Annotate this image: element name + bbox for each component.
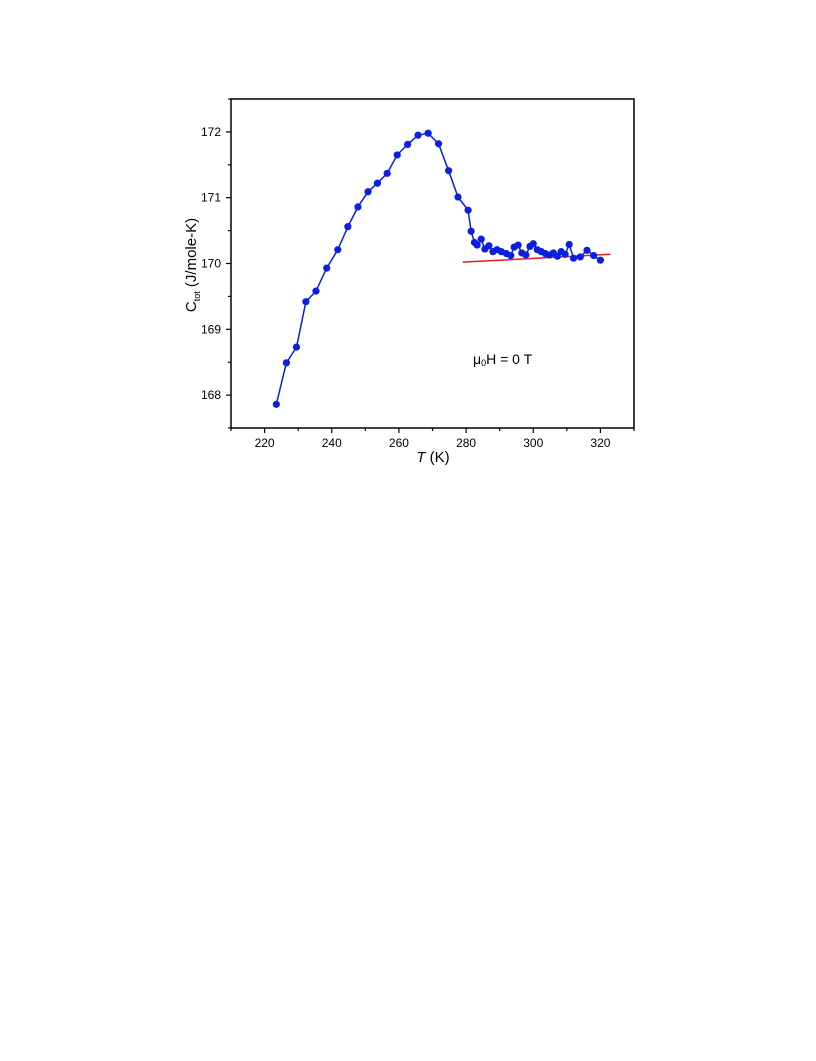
y-tick-label: 168 — [201, 388, 221, 402]
x-tick-label: 220 — [255, 436, 275, 450]
fit-line-group — [462, 253, 611, 263]
x-tick-label: 320 — [590, 436, 610, 450]
fit-line — [462, 253, 611, 263]
data-point — [364, 188, 372, 196]
x-axis-label-unit: (K) — [426, 449, 450, 466]
data-point — [565, 240, 573, 249]
x-tick-label: 300 — [523, 436, 543, 450]
y-axis-label: Ctot (J/mole-K) — [183, 218, 202, 312]
data-point — [485, 242, 493, 250]
data-point — [383, 169, 391, 177]
data-point — [507, 252, 515, 260]
x-axis-label-symbol: T — [416, 449, 427, 466]
data-point — [434, 140, 443, 148]
data-point — [393, 151, 401, 159]
data-point — [464, 206, 472, 214]
data-point — [477, 235, 485, 243]
data-point — [454, 193, 462, 201]
annotation-subscript: 0 — [481, 358, 486, 368]
y-tick-label: 170 — [201, 257, 221, 271]
data-point — [302, 298, 310, 306]
x-axis-label: T (K) — [416, 449, 449, 466]
data-point — [590, 252, 598, 260]
data-point — [272, 400, 280, 408]
data-point — [354, 203, 362, 211]
data-point — [373, 179, 382, 187]
data-point — [529, 240, 537, 248]
data-point — [514, 241, 522, 249]
data-point — [569, 254, 578, 262]
y-axis-label-unit: (J/mole-K) — [183, 218, 200, 291]
data-point — [334, 246, 342, 254]
field-annotation: μ0H = 0 T — [473, 351, 533, 368]
annotation-text: H = 0 T — [486, 351, 532, 367]
annotation-mu: μ — [473, 351, 481, 367]
y-tick-label: 169 — [201, 322, 221, 336]
y-ticks-group: 168 169 170 171 172 — [201, 98, 231, 429]
data-point — [404, 140, 412, 149]
data-point — [561, 250, 569, 258]
data-point — [414, 131, 422, 139]
data-point — [473, 241, 481, 249]
x-tick-label: 260 — [389, 436, 409, 450]
data-point — [596, 256, 605, 264]
y-axis-label-symbol: C — [183, 301, 200, 312]
x-tick-label: 240 — [322, 436, 342, 450]
data-point — [583, 246, 591, 254]
data-point — [312, 287, 320, 295]
data-point — [467, 227, 475, 235]
data-point — [445, 167, 453, 175]
data-point — [522, 251, 530, 259]
data-point — [292, 343, 301, 351]
x-tick-label: 280 — [456, 436, 476, 450]
y-tick-label: 171 — [201, 191, 221, 205]
data-point — [424, 129, 432, 137]
plot-frame — [230, 98, 635, 429]
data-series-group — [272, 129, 605, 408]
data-point — [282, 359, 291, 367]
y-axis-label-subscript: tot — [192, 291, 202, 302]
data-point — [576, 253, 584, 261]
data-point — [344, 223, 352, 231]
data-point — [323, 264, 331, 272]
y-tick-label: 172 — [201, 125, 221, 139]
axes-group — [230, 98, 635, 429]
x-ticks-group: 220 240 260 280 300 320 — [230, 428, 635, 450]
